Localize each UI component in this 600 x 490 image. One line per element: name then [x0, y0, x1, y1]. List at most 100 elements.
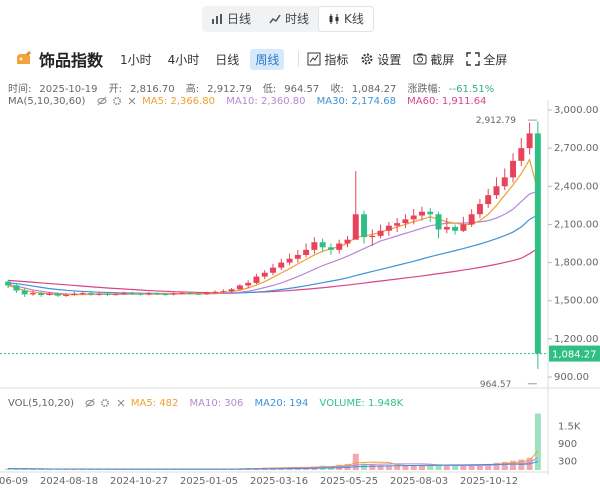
- eye-hidden-icon[interactable]: [85, 398, 95, 408]
- candle-body: [54, 293, 61, 296]
- title-text: 饰品指数: [39, 51, 104, 70]
- fullscreen-icon: [466, 52, 481, 66]
- last-price-label: 1,084.27: [552, 350, 597, 361]
- fullscreen-label: 全屏: [483, 52, 508, 67]
- tab-label: 时线: [285, 12, 310, 26]
- candle-body: [336, 243, 343, 250]
- volume-bar: [510, 460, 517, 470]
- time-label: 时间:: [8, 84, 32, 95]
- candle-body: [29, 293, 36, 295]
- candle-body: [526, 133, 533, 149]
- candle-body: [96, 293, 103, 295]
- candle-body: [369, 235, 376, 238]
- camera-icon: [413, 53, 427, 65]
- volume-bar: [5, 468, 12, 470]
- volume-ma20-line: [8, 461, 539, 470]
- eye-hidden-icon[interactable]: [97, 96, 107, 106]
- volume-bar: [38, 469, 45, 470]
- close-icon[interactable]: [127, 96, 137, 106]
- candle-body: [71, 293, 78, 295]
- ma10-line: [8, 190, 539, 296]
- candle-body: [236, 285, 243, 290]
- tab-kline[interactable]: K线: [318, 6, 374, 32]
- time-tick-label: 2024-06-09: [0, 476, 28, 487]
- candle-body: [112, 294, 119, 296]
- candle-body: [303, 249, 310, 255]
- volume-ma5-line: [8, 450, 539, 470]
- candle-body: [170, 293, 177, 295]
- period-day[interactable]: 日线: [215, 52, 240, 67]
- candle-body: [245, 282, 252, 286]
- price-tick-label: 2,400.00: [554, 181, 599, 192]
- price-tick-label: 2,100.00: [554, 219, 599, 230]
- candle-body: [79, 293, 86, 295]
- candle-body: [410, 215, 417, 220]
- candle-body: [38, 293, 45, 295]
- volume-tick-label: 1.5K: [558, 422, 581, 433]
- candle-body: [270, 267, 276, 273]
- candle-body: [5, 281, 12, 286]
- time-tick-label: 2025-03-16: [250, 476, 308, 487]
- price-tick-label: 1,200.00: [554, 334, 599, 345]
- indicator-button[interactable]: 指标: [307, 51, 348, 68]
- volume-bar: [419, 465, 425, 470]
- volume-bar: [501, 461, 508, 470]
- tab-daily[interactable]: 日线: [202, 6, 260, 32]
- gear-icon[interactable]: [112, 96, 122, 106]
- close-value: 1,084.27: [351, 84, 397, 95]
- candle-body: [485, 195, 492, 205]
- chart-type-tabs: 日线 时线 K线: [202, 6, 374, 32]
- indicator-label: 指标: [324, 52, 349, 67]
- volume-bar: [385, 465, 392, 470]
- candle-body: [253, 276, 260, 283]
- volume-bar: [476, 464, 483, 470]
- candle-body: [311, 242, 318, 250]
- volume-bar: [29, 469, 36, 470]
- divider: [298, 51, 300, 67]
- ma60-value: MA60: 1,911.64: [407, 96, 487, 107]
- fullscreen-button[interactable]: 全屏: [466, 51, 507, 68]
- volume-bar: [443, 465, 450, 470]
- volume-bar: [402, 465, 409, 470]
- screenshot-button[interactable]: 截屏: [413, 51, 454, 68]
- volume-ma10-line: [8, 457, 539, 470]
- logo-icon: [17, 51, 31, 64]
- ma-legend: MA(5,10,30,60) MA5: 2,366.80 MA10: 2,360…: [8, 96, 494, 107]
- volume-bar: [485, 463, 492, 470]
- period-1h[interactable]: 1小时: [120, 52, 152, 67]
- candle-body: [46, 293, 53, 295]
- close-icon[interactable]: [116, 398, 126, 408]
- price-tick-label: 2,700.00: [554, 143, 599, 154]
- settings-button[interactable]: 设置: [360, 51, 401, 68]
- candle-body: [129, 293, 136, 295]
- tab-label: K线: [344, 12, 364, 26]
- period-week[interactable]: 周线: [250, 48, 285, 70]
- candle-body: [402, 219, 409, 224]
- last-price-tag: [549, 345, 600, 362]
- candle-body: [145, 293, 152, 295]
- ohlc-info: 时间: 2025-10-19 开: 2,816.70 高: 2,912.79 低: 96…: [8, 80, 502, 95]
- price-tick-label: 3,000.00: [554, 105, 599, 116]
- period-4h[interactable]: 4小时: [167, 52, 200, 67]
- ma-indicator-label: MA(5,10,30,60): [8, 96, 86, 107]
- close-label: 收:: [330, 84, 344, 95]
- candle-body: [344, 239, 351, 244]
- volume-bar: [13, 468, 20, 470]
- time-tick-label: 2025-08-03: [390, 476, 448, 487]
- high-price-label: 2,912.79: [476, 116, 516, 126]
- candle-body: [261, 272, 268, 277]
- volume-bar: [46, 469, 53, 470]
- indicator-icon: [307, 52, 321, 66]
- candle-body: [178, 292, 185, 294]
- candle-body: [534, 133, 541, 354]
- vol-indicator-label: VOL(5,10,20): [8, 398, 75, 409]
- high-label: 高:: [185, 84, 200, 95]
- gear-icon[interactable]: [100, 398, 110, 408]
- page-title: 饰品指数: [14, 47, 103, 71]
- candle-body: [13, 285, 20, 291]
- candle-body: [294, 254, 301, 259]
- tab-time[interactable]: 时线: [260, 6, 318, 32]
- price-tick-label: 1,800.00: [554, 258, 599, 269]
- volume-tick-label: 900: [558, 439, 577, 450]
